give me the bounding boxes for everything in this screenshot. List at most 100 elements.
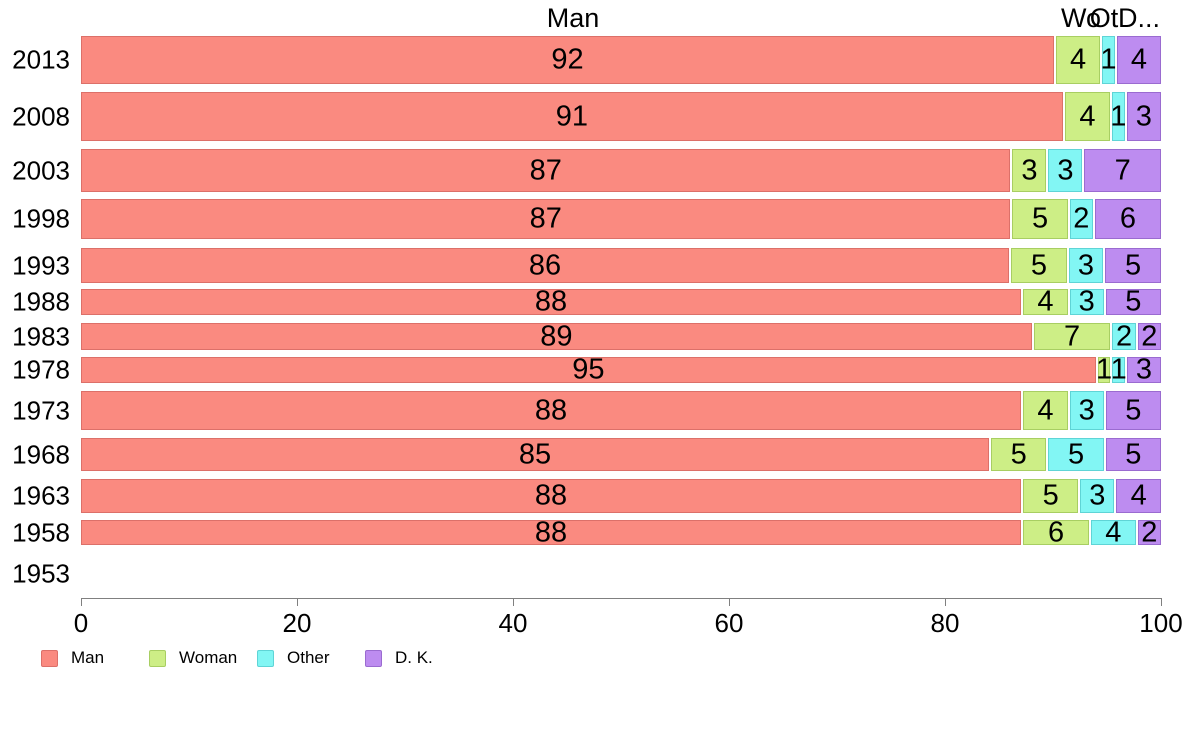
segment-value-label: 4 (1070, 43, 1087, 76)
bar-segment-d-k: 3 (1126, 92, 1161, 141)
bar-segment-man: 88 (81, 287, 1022, 316)
bar-segment-woman: 5 (1011, 248, 1067, 283)
segment-value-label: 4 (1037, 394, 1054, 426)
year-label-1988: 1988 (12, 286, 70, 317)
segment-value-label: 5 (1125, 394, 1142, 426)
segment-value-label: 7 (1114, 154, 1131, 186)
year-label-2008: 2008 (12, 101, 70, 131)
segment-value-label: 3 (1135, 353, 1153, 386)
bar-segment-man: 86 (81, 248, 1010, 283)
segment-value-label: 85 (518, 438, 552, 470)
bar-segment-d-k: 3 (1127, 353, 1161, 386)
bar-segment-woman: 3 (1012, 149, 1047, 192)
bar-segment-other: 5 (1048, 438, 1104, 471)
year-label-2003: 2003 (12, 155, 70, 185)
segment-value-label: 88 (534, 516, 568, 548)
legend-item-other: Other (257, 648, 365, 668)
segment-value-label: 5 (1042, 479, 1059, 512)
x-axis-tick (1161, 599, 1162, 606)
segment-value-label: 4 (1079, 100, 1096, 132)
bar-segment-other: 2 (1112, 320, 1136, 352)
bar-row-1998: 87 5 2 6 (81, 199, 1161, 239)
bar-segment-woman: 1 (1096, 355, 1112, 384)
segment-value-label: 3 (1078, 285, 1095, 318)
bar-segment-d-k: 5 (1105, 438, 1161, 471)
segment-value-label: 5 (1010, 438, 1027, 470)
segment-value-label: 3 (1135, 100, 1152, 132)
segment-value-label: 6 (1119, 202, 1137, 235)
legend-label: Other (287, 648, 330, 667)
segment-value-label: 5 (1067, 438, 1085, 470)
bar-segment-woman: 4 (1023, 391, 1068, 430)
column-header-woman: Wo (1060, 3, 1102, 33)
bar-segment-woman: 7 (1033, 320, 1111, 352)
bar-row-2003: 87 3 3 7 (81, 149, 1162, 192)
legend: Man Woman Other D. K. (41, 648, 433, 668)
x-axis-tick (729, 599, 730, 606)
legend-label: D. K. (395, 648, 433, 667)
segment-value-label: 7 (1063, 320, 1081, 352)
bar-segment-d-k: 4 (1116, 479, 1161, 513)
segment-value-label: 4 (1105, 516, 1122, 548)
segment-value-label: 5 (1031, 202, 1049, 235)
segment-value-label: 6 (1047, 516, 1065, 548)
segment-value-label: 3 (1089, 479, 1106, 512)
bar-segment-d-k: 5 (1105, 287, 1161, 316)
bar-segment-woman: 4 (1023, 285, 1068, 318)
legend-label: Woman (179, 648, 238, 667)
legend-swatch-other (257, 649, 274, 667)
segment-value-label: 87 (529, 154, 562, 186)
segment-value-label: 3 (1078, 394, 1095, 426)
bar-segment-d-k: 6 (1095, 199, 1161, 239)
segment-value-label: 4 (1037, 285, 1054, 318)
segment-value-label: 3 (1021, 154, 1038, 186)
year-label-1998: 1998 (12, 203, 70, 234)
legend-item-woman: Woman (149, 648, 257, 668)
column-header-other: Ot (1089, 3, 1119, 33)
bar-segment-other: 3 (1068, 248, 1104, 283)
bar-segment-d-k: 5 (1105, 248, 1161, 283)
x-axis-tick-label: 100 (1139, 608, 1183, 638)
segment-value-label: 5 (1030, 249, 1048, 281)
bar-segment-man: 89 (81, 322, 1032, 351)
segment-value-label: 1 (1110, 100, 1127, 132)
legend-swatch-man (41, 649, 58, 667)
bar-segment-man: 88 (81, 391, 1022, 430)
bar-segment-d-k: 5 (1105, 391, 1161, 430)
bar-row-1973: 88 4 3 5 (81, 391, 1161, 430)
segment-value-label: 2 (1073, 202, 1090, 235)
x-axis-tick-label: 0 (73, 608, 89, 638)
x-axis-tick-label: 60 (714, 608, 744, 638)
segment-value-label: 3 (1077, 249, 1095, 281)
bar-segment-d-k: 7 (1084, 149, 1162, 192)
legend-label: Man (71, 648, 105, 667)
segment-value-label: 1 (1100, 43, 1117, 76)
segment-value-label: 95 (572, 353, 605, 386)
segment-value-label: 91 (555, 100, 589, 132)
year-label-2013: 2013 (12, 44, 70, 75)
bar-segment-other: 3 (1080, 479, 1115, 513)
year-label-1958: 1958 (12, 517, 70, 547)
legend-item-d-k: D. K. (365, 648, 433, 668)
x-axis-tick (297, 599, 298, 606)
segment-value-label: 2 (1115, 320, 1133, 352)
year-label-1963: 1963 (12, 480, 70, 511)
bar-segment-man: 91 (81, 92, 1063, 141)
segment-value-label: 1 (1110, 353, 1127, 386)
segment-value-label: 86 (528, 249, 562, 281)
bar-segment-man: 88 (81, 516, 1022, 548)
bar-row-1958: 88 6 4 2 (81, 516, 1161, 548)
segment-value-label: 88 (534, 479, 568, 512)
bar-segment-man: 88 (81, 479, 1022, 513)
legend-swatch-d-k (365, 649, 382, 667)
bar-segment-man: 92 (81, 36, 1055, 84)
bar-segment-man: 87 (81, 199, 1011, 239)
bar-row-1968: 85 5 5 5 (81, 438, 1161, 471)
segment-value-label: 4 (1130, 479, 1147, 512)
bar-segment-woman: 5 (1012, 199, 1068, 239)
segment-value-label: 88 (534, 394, 568, 426)
bar-segment-woman: 5 (991, 438, 1047, 471)
x-axis-tick (81, 599, 82, 606)
bar-segment-man: 95 (81, 353, 1096, 386)
bar-segment-other: 2 (1069, 199, 1094, 239)
